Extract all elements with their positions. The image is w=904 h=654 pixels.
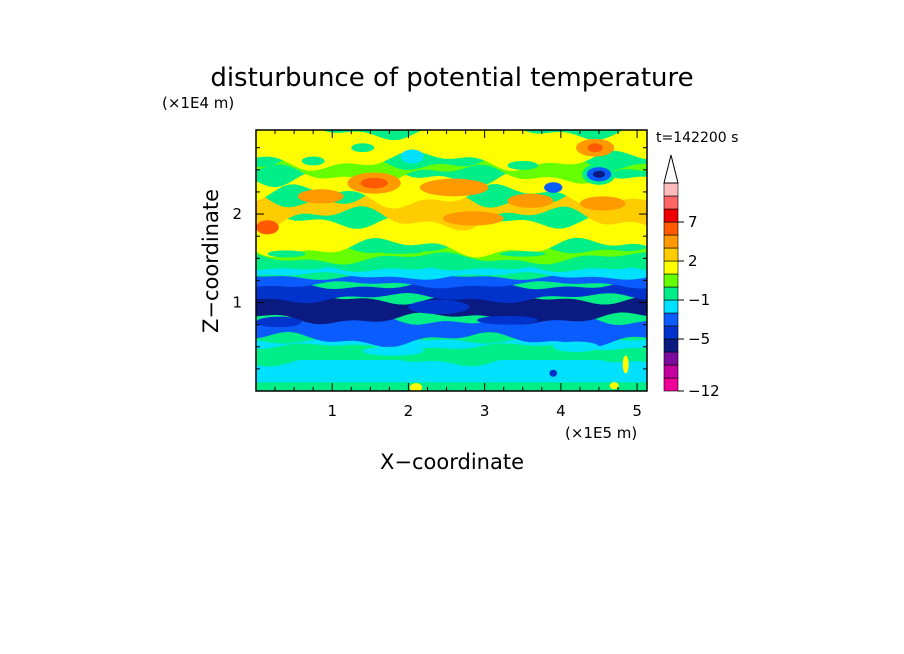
contour-feature [587, 143, 603, 153]
y-axis-label: Z−coordinate [199, 189, 223, 333]
x-tick-label: 5 [632, 402, 642, 420]
plot-area [256, 130, 647, 391]
colorbar-swatch [663, 195, 679, 210]
x-unit-label: (×1E5 m) [565, 424, 637, 442]
contour-band [256, 382, 647, 391]
contour-feature [549, 369, 558, 377]
contour-feature [297, 189, 344, 204]
colorbar-tick-label: −5 [688, 330, 710, 348]
contour-feature [507, 193, 554, 208]
chart-title: disturbunce of potential temperature [210, 63, 693, 93]
contour-feature [409, 383, 423, 391]
y-unit-label: (×1E4 m) [162, 94, 234, 112]
contour-feature [301, 156, 325, 166]
colorbar-swatch [663, 377, 679, 392]
contour-band [256, 341, 647, 367]
contour-feature [477, 315, 539, 325]
x-tick-label: 1 [327, 402, 337, 420]
contour-feature [400, 149, 424, 164]
contour-feature [544, 182, 563, 193]
colorbar-swatch [663, 286, 679, 301]
contour-feature [256, 220, 279, 235]
x-tick-label: 4 [556, 402, 566, 420]
colorbar-swatch [663, 247, 679, 262]
contour-feature [592, 170, 606, 178]
colorbar-swatch [663, 273, 679, 288]
colorbar-tick-label: 2 [688, 252, 698, 270]
contour-feature [267, 250, 306, 258]
y-axis: 12 [232, 147, 647, 370]
contour-feature [609, 382, 619, 390]
contour-feature [622, 355, 629, 374]
y-tick-label: 1 [232, 294, 242, 312]
colorbar-tick-label: −12 [688, 382, 720, 400]
contour-band [256, 312, 647, 348]
contour-band [256, 360, 647, 383]
contour-feature [360, 177, 388, 189]
colorbar-swatch [663, 260, 679, 275]
contour-band [256, 280, 647, 304]
contour-band [256, 272, 647, 289]
contour-feature [351, 143, 375, 153]
colorbar-swatch [663, 299, 679, 314]
y-tick-label: 2 [232, 205, 242, 223]
contour-band [256, 208, 647, 258]
contour-feature [499, 251, 546, 257]
contour-feature [507, 160, 539, 170]
contour-band [256, 130, 647, 171]
time-label: t=142200 s [656, 130, 738, 146]
plot-frame [255, 129, 648, 392]
x-tick-label: 2 [404, 402, 414, 420]
contour-band [256, 184, 647, 231]
colorbar-swatch [663, 351, 679, 366]
contour-feature [256, 316, 302, 328]
contour-feature [377, 248, 424, 254]
contour-feature [408, 299, 470, 315]
colorbar-legend: −12−5−127 [663, 154, 720, 400]
colorbar-swatch [663, 325, 679, 340]
contour-feature [553, 341, 599, 353]
colorbar-tick-label: 7 [688, 213, 698, 231]
colorbar-swatch [663, 364, 679, 379]
colorbar-swatch [663, 312, 679, 327]
colorbar-swatch [663, 208, 679, 223]
contour-feature [579, 196, 626, 211]
colorbar-swatch [663, 182, 679, 197]
colorbar-tick-label: −1 [688, 291, 710, 309]
x-tick-label: 3 [480, 402, 490, 420]
contour-feature [442, 211, 504, 226]
colorbar-swatch [663, 338, 679, 353]
x-axis: 1 2 3 4 5 [274, 130, 642, 420]
contour-feature [362, 346, 424, 356]
colorbar-swatch [663, 234, 679, 249]
x-axis-label: X−coordinate [380, 450, 524, 474]
contour-feature [419, 178, 489, 197]
colorbar-extend-arrow [663, 154, 679, 184]
contour-band [256, 242, 647, 265]
colorbar-swatch [663, 221, 679, 236]
